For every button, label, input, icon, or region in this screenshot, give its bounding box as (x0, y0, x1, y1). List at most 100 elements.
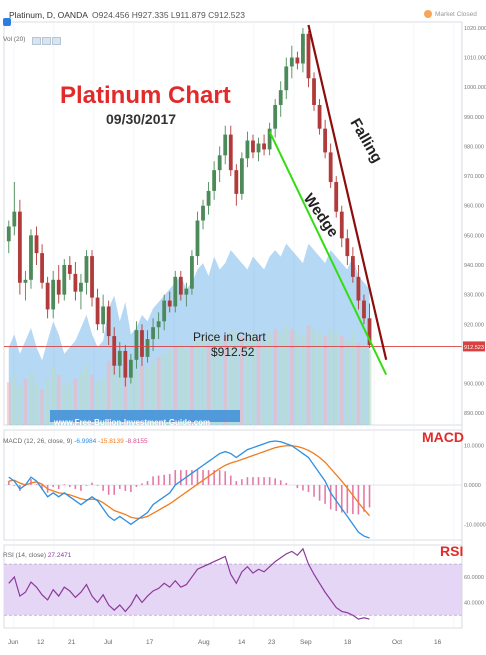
volume-bar (128, 375, 133, 425)
macd-histogram-bar (202, 470, 204, 485)
macd-histogram-bar (91, 482, 93, 485)
macd-histogram-bar (118, 485, 121, 489)
macd-histogram-bar (346, 485, 349, 514)
price-tick-label: 920.000 (464, 322, 484, 328)
rsi-indicator-header: RSI (14, close) 27.2471 (3, 552, 72, 559)
x-tick-label: Jun (8, 639, 19, 646)
volume-bar (178, 343, 183, 425)
volume-bar (45, 378, 50, 425)
volume-bar (79, 371, 83, 425)
candle-body (295, 57, 300, 64)
x-tick-label: Sep (300, 639, 312, 646)
candle-body (212, 170, 217, 191)
volume-bar (301, 335, 305, 425)
ohlc-readout: O924.456 H927.335 L911.879 C912.523 (92, 10, 245, 20)
macd-histogram-bar (252, 477, 254, 485)
website-banner (50, 410, 240, 422)
macd-histogram-bar (124, 485, 127, 491)
x-tick-label: Jul (104, 639, 113, 646)
x-tick-label: 23 (268, 639, 276, 646)
candle-body (162, 300, 167, 322)
volume-bar (145, 368, 150, 425)
volume-bar (156, 357, 161, 425)
volume-bar (51, 368, 56, 425)
indicator-settings-button[interactable] (32, 37, 41, 45)
candle-body (201, 205, 205, 221)
candle-body (273, 104, 278, 129)
candle-body (339, 211, 344, 239)
market-status-icon (424, 10, 432, 18)
candle-body (289, 57, 294, 67)
macd-histogram-bar (241, 479, 243, 485)
candle-body (62, 264, 67, 295)
candle-body (17, 211, 22, 283)
candle-body (217, 155, 222, 171)
x-tick-label: 18 (344, 639, 352, 646)
volume-bar (56, 375, 61, 425)
macd-tick-label: -10.0000 (464, 522, 486, 528)
volume-bar (73, 378, 78, 425)
candle-body (12, 211, 17, 227)
macd-histogram-bar (30, 479, 32, 485)
rsi-band (4, 564, 462, 616)
price-tick-label: 930.000 (464, 293, 484, 299)
volume-bar (267, 332, 272, 425)
volume-bar (217, 339, 222, 425)
price-tick-label: 900.000 (464, 382, 484, 388)
macd-histogram-bar (146, 481, 149, 485)
candle-body (184, 288, 189, 295)
x-tick-label: 14 (238, 639, 246, 646)
candle-body (345, 238, 350, 257)
candle-body (245, 140, 250, 159)
wedge-falling-line (307, 24, 388, 361)
macd-histogram-bar (352, 485, 354, 515)
volume-bar (12, 375, 17, 425)
symbol-label: Platinum, D, OANDA (9, 10, 88, 20)
volume-bar (323, 335, 328, 425)
volume-bar (134, 371, 139, 425)
macd-histogram-bar (329, 485, 332, 510)
macd-histogram-bar (52, 485, 54, 487)
volume-bar (23, 378, 28, 425)
rsi-label: RSI (440, 543, 464, 559)
macd-tick-label: 0.0000 (464, 483, 481, 489)
macd-label: MACD (422, 429, 464, 445)
candle-body (90, 256, 94, 298)
histogram-value: -8.8155 (125, 438, 148, 445)
volume-bar (234, 332, 239, 425)
macd-histogram-bar (285, 483, 288, 485)
price-tick-label: 1000.000 (464, 85, 486, 91)
macd-histogram-bar (218, 470, 221, 485)
candle-body (40, 253, 44, 283)
rsi-tick-label: 40.0000 (464, 600, 484, 606)
candle-body (195, 220, 200, 257)
candle-body (284, 66, 289, 91)
macd-histogram-bar (368, 485, 371, 508)
candle-body (278, 90, 283, 105)
volume-bar (228, 328, 233, 425)
volume-bar (251, 332, 255, 425)
candle-body (350, 256, 355, 277)
candle-body (312, 78, 316, 105)
x-tick-label: Aug (198, 639, 210, 646)
volume-bar (262, 339, 266, 425)
volume-bar (123, 357, 128, 425)
candle-body (6, 226, 11, 242)
price-tick-label: 950.000 (464, 233, 484, 239)
candle-body (239, 158, 244, 194)
macd-histogram-bar (302, 485, 304, 491)
volume-bar (334, 332, 339, 425)
volume-bar (90, 375, 94, 425)
macd-histogram-bar (113, 485, 116, 495)
volume-bar (278, 332, 283, 425)
indicator-hide-button[interactable] (42, 37, 51, 45)
macd-line (8, 440, 370, 539)
macd-histogram-bar (74, 485, 77, 489)
candle-body (356, 276, 361, 301)
website-watermark: www.Free-Bullion-Investment-Guide.com (54, 418, 211, 427)
indicator-remove-button[interactable] (52, 37, 61, 45)
signal-value: -15.8139 (98, 438, 124, 445)
macd-histogram-bar (307, 485, 310, 493)
x-tick-label: 12 (37, 639, 45, 646)
